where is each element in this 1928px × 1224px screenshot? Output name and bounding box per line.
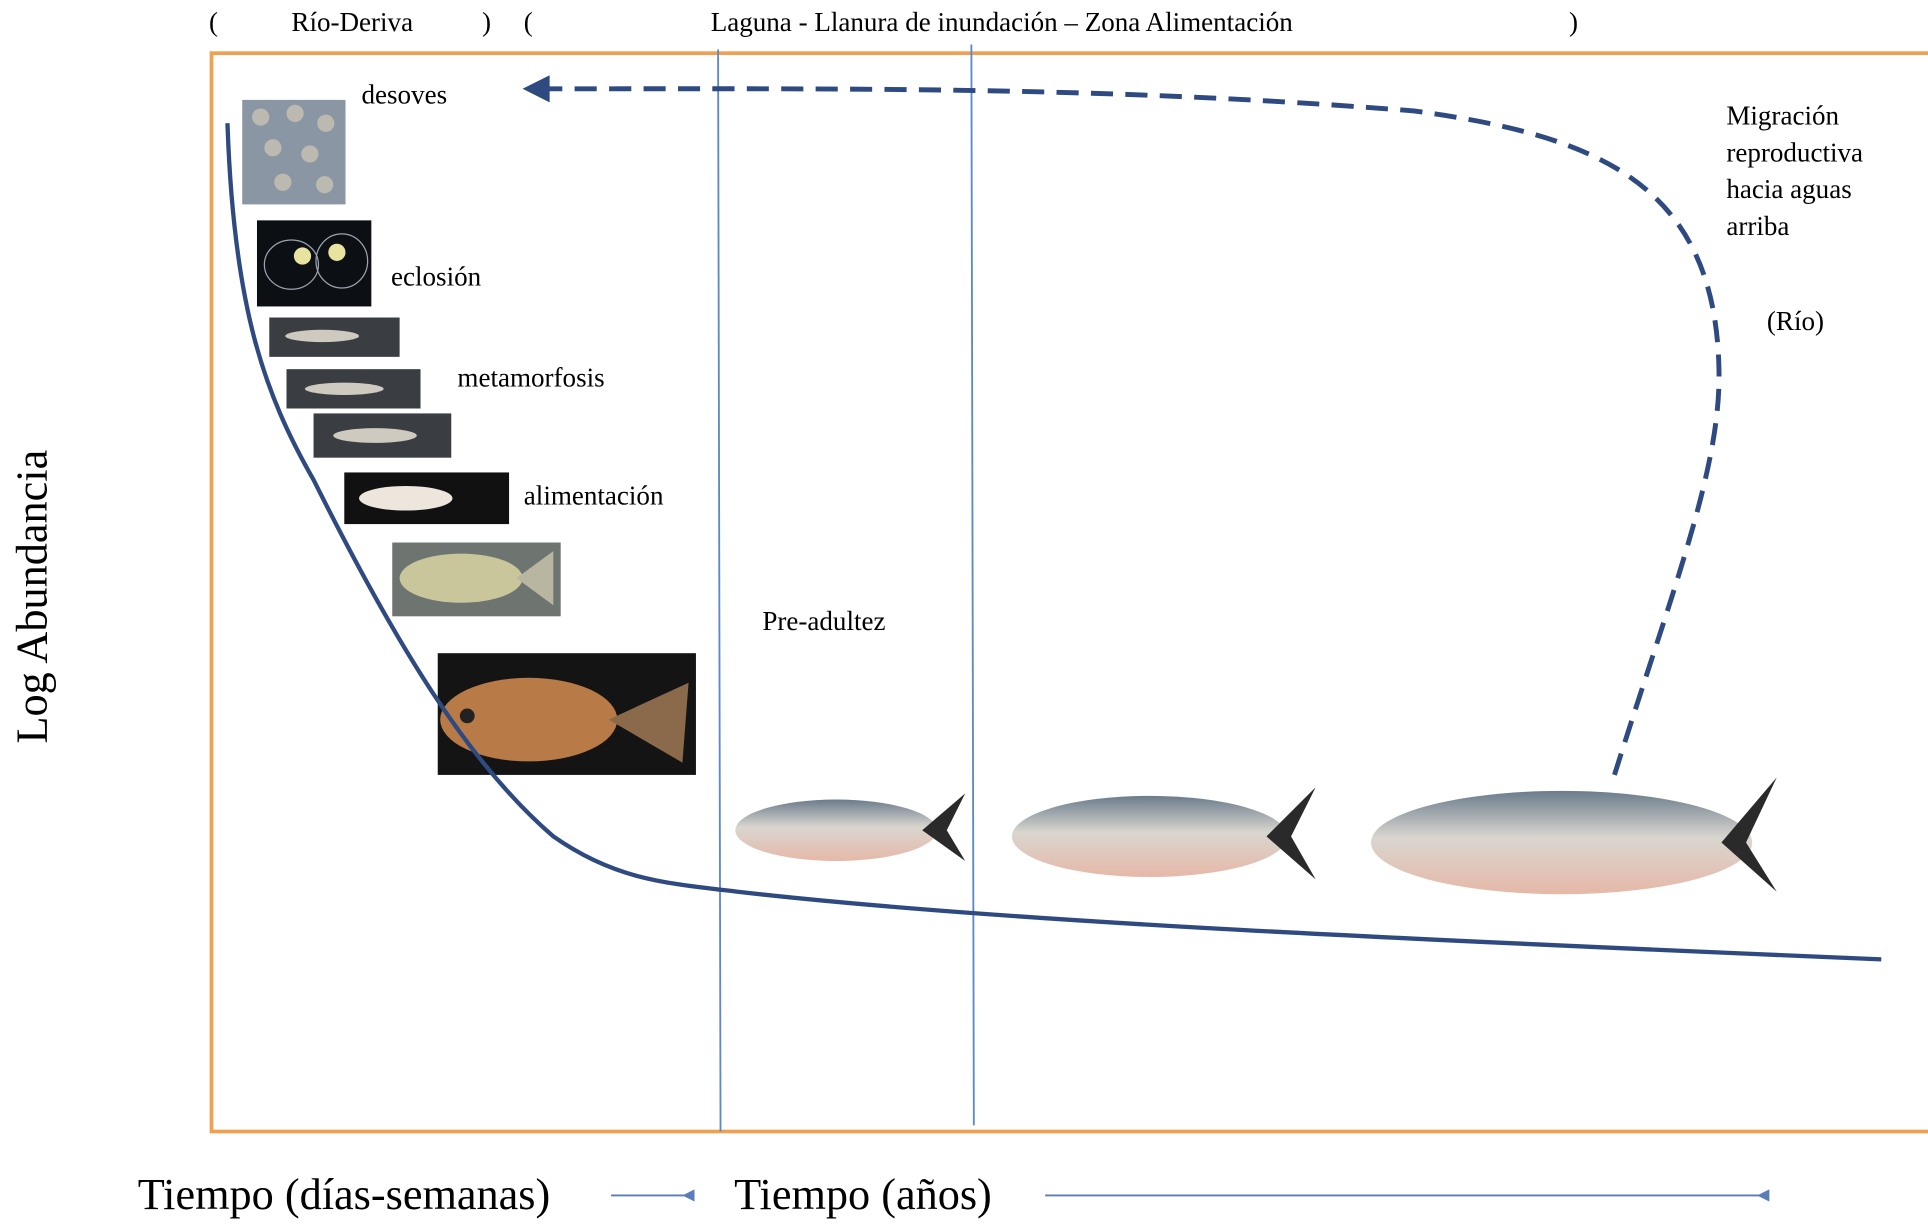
stage-label: Pre-adultez — [762, 606, 885, 636]
x-axis-label: Tiempo (días-semanas) — [138, 1170, 551, 1219]
paren: ) — [1569, 7, 1578, 37]
stage-label: alimentación — [524, 480, 664, 510]
diagram: ( Río-Deriva ) ( Laguna - Llanura de inu… — [0, 0, 1928, 1224]
paren: ( — [209, 7, 218, 37]
paren: ) — [482, 7, 491, 37]
region-label: Laguna - Llanura de inundación – Zona Al… — [711, 7, 1294, 37]
place-label: (Río) — [1767, 306, 1824, 336]
page: {"regions": [ {"open": "(", "label": "Rí… — [0, 0, 1928, 1224]
y-axis-label: Log Abundancia — [8, 449, 57, 743]
paren: ( — [524, 7, 533, 37]
photos — [242, 100, 1777, 894]
migration-line: reproductiva — [1726, 137, 1863, 167]
migration-line: arriba — [1726, 211, 1789, 241]
migration-line: Migración — [1726, 100, 1839, 130]
stage-label: eclosión — [391, 262, 482, 292]
migration-line: hacia aguas — [1726, 174, 1851, 204]
stage-label: desoves — [362, 80, 448, 110]
x-axis-label: Tiempo (años) — [734, 1170, 992, 1219]
divider — [971, 45, 973, 1126]
region-label: Río-Deriva — [291, 7, 413, 37]
stage-label: metamorfosis — [457, 362, 604, 392]
divider — [718, 49, 720, 1131]
arrow-head — [523, 75, 550, 102]
migration-text: Migración reproductiva hacia aguas arrib… — [1726, 100, 1869, 241]
